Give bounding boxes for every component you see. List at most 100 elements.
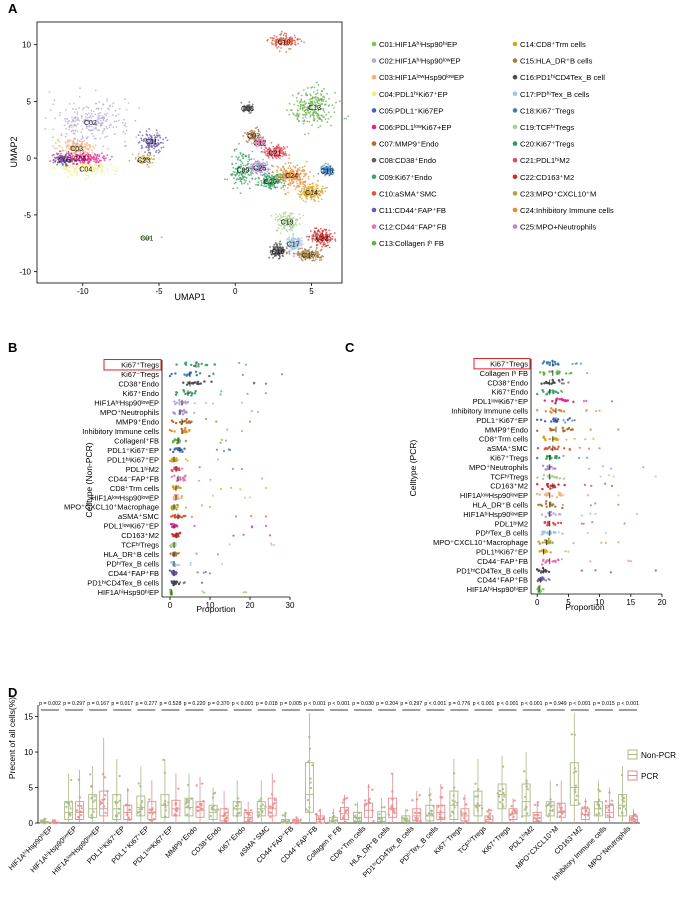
strip-point [587,494,590,497]
strip-point [193,524,196,528]
umap-point-c02 [111,105,114,108]
umap-point-c06 [70,157,73,160]
umap-point-c09 [238,156,240,159]
box-p-value: p < 0.001 [497,701,519,707]
box-point [273,798,276,802]
umap-point-c02 [98,101,101,103]
umap-point-c04 [80,168,83,171]
umap-point-c22 [309,230,312,232]
umap-point-c13 [300,94,303,97]
strip-point [545,500,548,503]
strip-point [586,531,589,535]
strip-category-label: CD8⁺Trm cells [479,435,528,444]
umap-point-c14 [302,185,305,188]
umap-point-c24 [307,175,310,178]
strip-category-label: CD44⁺FAP⁺FB [108,569,159,578]
box-point [486,815,489,819]
umap-legend-swatch-c07 [371,141,377,146]
umap-point-c13 [305,92,307,95]
box-p-value: p = 0.030 [352,701,374,707]
strip-point [204,363,207,367]
box-point [211,796,215,799]
umap-point-c06 [82,151,85,154]
umap-point-c13 [312,117,315,119]
box-point [209,814,212,818]
strip-point [592,437,595,440]
umap-point-c10 [283,42,286,45]
strip-point [595,410,598,413]
umap-legend-label-c02: C02:HIF1Aʰⁱ​Hsp90ˡᵒʷEP [379,57,461,66]
umap-point-c10 [291,39,294,42]
umap-point-c02 [97,118,99,121]
strip-point [176,505,180,508]
umap-point-c02 [66,118,68,120]
strip-point [566,418,570,421]
umap-point-c19 [288,216,291,218]
umap-point-c03 [69,139,72,142]
umap-y-tick-label: 5 [27,97,32,106]
umap-point-c10 [289,48,292,50]
umap-point-c04 [83,165,86,168]
strip-point [536,456,539,460]
umap-point-c14 [318,189,321,192]
strip-point [558,398,561,401]
umap-point-c02 [89,114,92,117]
umap-point-c02 [95,123,97,126]
strip-point [594,512,597,516]
umap-point-c17 [300,245,303,247]
strip-point [250,515,253,518]
strip-point [199,382,202,385]
umap-point-c02 [82,120,84,123]
umap-point-c13 [306,94,308,97]
umap-point-c24 [286,187,289,189]
box-point [202,799,205,803]
umap-point-c20 [257,176,260,179]
strip-point [280,373,284,376]
umap-point-c19 [289,212,291,214]
strip-point [243,496,247,499]
umap-point-c13 [333,111,336,114]
strip-point [226,428,229,431]
box-point [261,803,264,806]
umap-point-c25 [267,174,270,177]
umap-point-c21 [274,147,276,150]
strip-point [557,531,561,534]
strip-point [178,403,181,406]
strip-category-label: PDL1ˡᵒʷKi67⁺EP [104,522,159,531]
umap-point-c15 [318,259,321,262]
umap-point-c05 [61,162,64,165]
strip-point [178,420,182,424]
umap-point-c09 [230,174,233,177]
umap-point-c10 [300,40,303,43]
umap-point-c03 [94,144,97,147]
umap-legend: C01:HIF1Aʰⁱ​Hsp90ʰⁱEPC02:HIF1Aʰⁱ​Hsp90ˡᵒ… [371,40,614,248]
umap-point-c15 [288,251,290,253]
box-point [212,808,215,811]
umap-point-c19 [284,211,287,214]
umap-point-c10 [288,48,290,50]
strip-point [561,428,565,431]
umap-point-c06 [97,161,100,164]
umap-point-c10 [283,39,285,42]
box-point [476,795,480,798]
umap-point-c13 [326,92,328,95]
umap-point-c06 [109,158,111,161]
strip-point [190,515,193,518]
strip-point [170,507,173,510]
strip-point [548,578,551,582]
box-point [118,799,121,802]
strip-category-label: PD1ʰⁱCD4Tex_B cells [87,579,159,588]
strip-category-label: PDL1ˡᵒʷKi67⁺EP [473,397,528,406]
box-point [378,816,381,820]
umap-point-c24 [290,168,293,171]
box-point [196,805,199,809]
umap-point-c09 [235,162,238,165]
box-point [354,820,357,823]
strip-point [586,372,589,375]
umap-point-c02 [102,145,105,148]
umap-point-c14 [306,197,309,200]
umap-point-c06 [81,160,84,163]
box-point [452,811,455,815]
umap-point-c06 [75,160,78,163]
